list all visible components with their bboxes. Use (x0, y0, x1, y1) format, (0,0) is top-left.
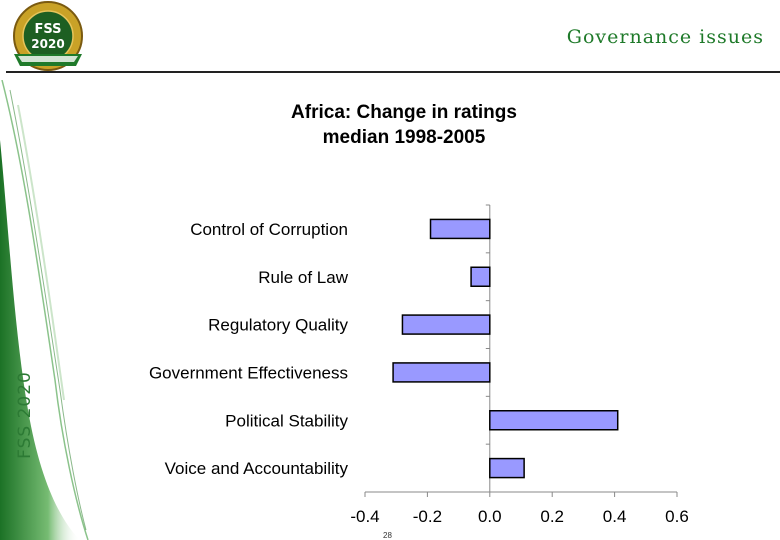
logo-year-text: 2020 (31, 37, 64, 51)
x-tick-label: -0.2 (413, 507, 442, 526)
x-tick-label: 0.0 (478, 507, 502, 526)
category-label: Control of Corruption (190, 220, 348, 239)
x-tick-label: -0.4 (350, 507, 379, 526)
header-divider (6, 71, 780, 73)
fss-2020-logo: FSS 2020 (13, 1, 83, 71)
x-tick-label: 0.6 (665, 507, 689, 526)
bar (489, 457, 525, 479)
side-swoosh-decoration (0, 80, 89, 540)
bar (392, 362, 491, 383)
x-tick-label: 0.4 (603, 507, 627, 526)
bar (429, 218, 491, 240)
category-label: Rule of Law (258, 268, 348, 287)
category-label: Government Effectiveness (149, 363, 348, 382)
chart-subtitle: median 1998-2005 (323, 127, 486, 148)
category-label: Voice and Accountability (165, 459, 349, 478)
header-title: Governance issues (566, 26, 764, 48)
x-tick-label: 0.2 (540, 507, 564, 526)
category-label: Regulatory Quality (208, 316, 348, 335)
bar (401, 314, 491, 335)
chart-title: Africa: Change in ratings (291, 102, 517, 123)
category-label: Political Stability (225, 411, 348, 430)
bar (489, 410, 619, 431)
bar (470, 266, 491, 287)
page-number: 28 (383, 531, 392, 540)
chart-plot-area: -0.4 -0.2 0.0 0.2 0.4 0.6 Control of Corruptio… (149, 204, 689, 526)
logo-main-text: FSS (34, 22, 61, 37)
